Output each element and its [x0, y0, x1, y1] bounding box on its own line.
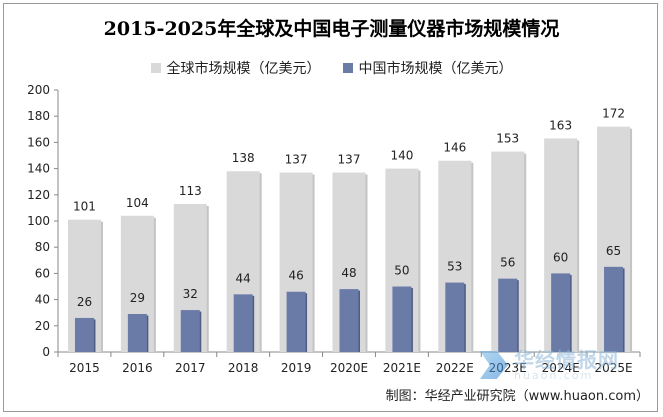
data-label-global: 101: [73, 200, 96, 214]
y-tick-label: 180: [27, 109, 50, 123]
bar-china: [498, 278, 518, 352]
chart-title: 2015-2025年全球及中国电子测量仪器市场规模情况: [103, 18, 560, 40]
bar-china: [127, 314, 147, 352]
y-tick-label: 60: [35, 266, 50, 280]
y-tick-label: 120: [27, 188, 50, 202]
legend-label-global: 全球市场规模（亿美元）: [166, 61, 321, 77]
data-label-china: 48: [341, 266, 356, 280]
x-tick-label: 2025E: [594, 361, 632, 375]
x-tick-label: 2021E: [383, 361, 421, 375]
y-tick-label: 20: [35, 319, 50, 333]
data-label-global: 137: [338, 153, 361, 167]
x-tick-label: 2018: [228, 361, 259, 375]
data-label-global: 153: [496, 132, 519, 146]
data-label-china: 56: [500, 256, 515, 270]
data-label-global: 113: [179, 184, 202, 198]
x-tick-label: 2015: [69, 361, 100, 375]
y-tick-label: 80: [35, 240, 50, 254]
bar-china: [286, 291, 306, 352]
y-tick-label: 100: [27, 214, 50, 228]
data-label-china: 26: [77, 295, 92, 309]
data-label-global: 146: [443, 141, 466, 155]
x-tick-label: 2020E: [330, 361, 368, 375]
data-label-china: 50: [394, 264, 409, 278]
data-label-global: 163: [549, 118, 572, 132]
watermark: 华经情报网 huaon.com: [480, 346, 650, 384]
watermark-en: huaon.com: [514, 368, 594, 382]
data-label-china: 32: [183, 287, 198, 301]
huaon-logo-icon: [480, 351, 508, 379]
legend-swatch-global: [150, 63, 161, 73]
x-tick-label: 2019: [281, 361, 312, 375]
x-tick-label: 2022E: [436, 361, 474, 375]
legend-swatch-china: [342, 63, 353, 73]
bar-china: [180, 310, 200, 352]
data-label-global: 104: [126, 196, 149, 210]
bar-china: [392, 286, 412, 352]
x-tick-label: 2017: [175, 361, 206, 375]
bar-china: [233, 294, 253, 352]
y-tick-label: 200: [27, 83, 50, 97]
legend-item-china: 中国市场规模（亿美元）: [342, 58, 513, 78]
bar-china: [445, 282, 465, 352]
data-label-china: 29: [130, 291, 145, 305]
data-label-china: 44: [236, 271, 251, 285]
y-tick-label: 140: [27, 162, 50, 176]
data-label-china: 46: [288, 269, 303, 283]
chart-legend: 全球市场规模（亿美元） 中国市场规模（亿美元）: [0, 58, 663, 78]
bar-china: [74, 317, 94, 352]
y-tick-label: 40: [35, 293, 50, 307]
bar-china: [604, 266, 624, 352]
bar-china: [339, 289, 359, 352]
data-label-global: 137: [285, 153, 308, 167]
legend-item-global: 全球市场规模（亿美元）: [150, 58, 321, 78]
watermark-cn: 华经情报网: [514, 347, 619, 372]
data-label-china: 65: [606, 244, 621, 258]
data-label-global: 172: [602, 107, 625, 121]
x-tick-label: 2024E: [542, 361, 580, 375]
y-tick-label: 0: [42, 345, 50, 359]
data-label-global: 138: [232, 151, 255, 165]
data-label-china: 53: [447, 260, 462, 274]
data-label-global: 140: [390, 149, 413, 163]
data-label-china: 60: [553, 250, 568, 264]
source-note: 制图：华经产业研究院（www.huaon.com）: [385, 389, 649, 404]
x-tick-label: 2016: [122, 361, 153, 375]
bar-china: [551, 273, 571, 352]
legend-label-china: 中国市场规模（亿美元）: [358, 61, 513, 77]
y-tick-label: 160: [27, 135, 50, 149]
